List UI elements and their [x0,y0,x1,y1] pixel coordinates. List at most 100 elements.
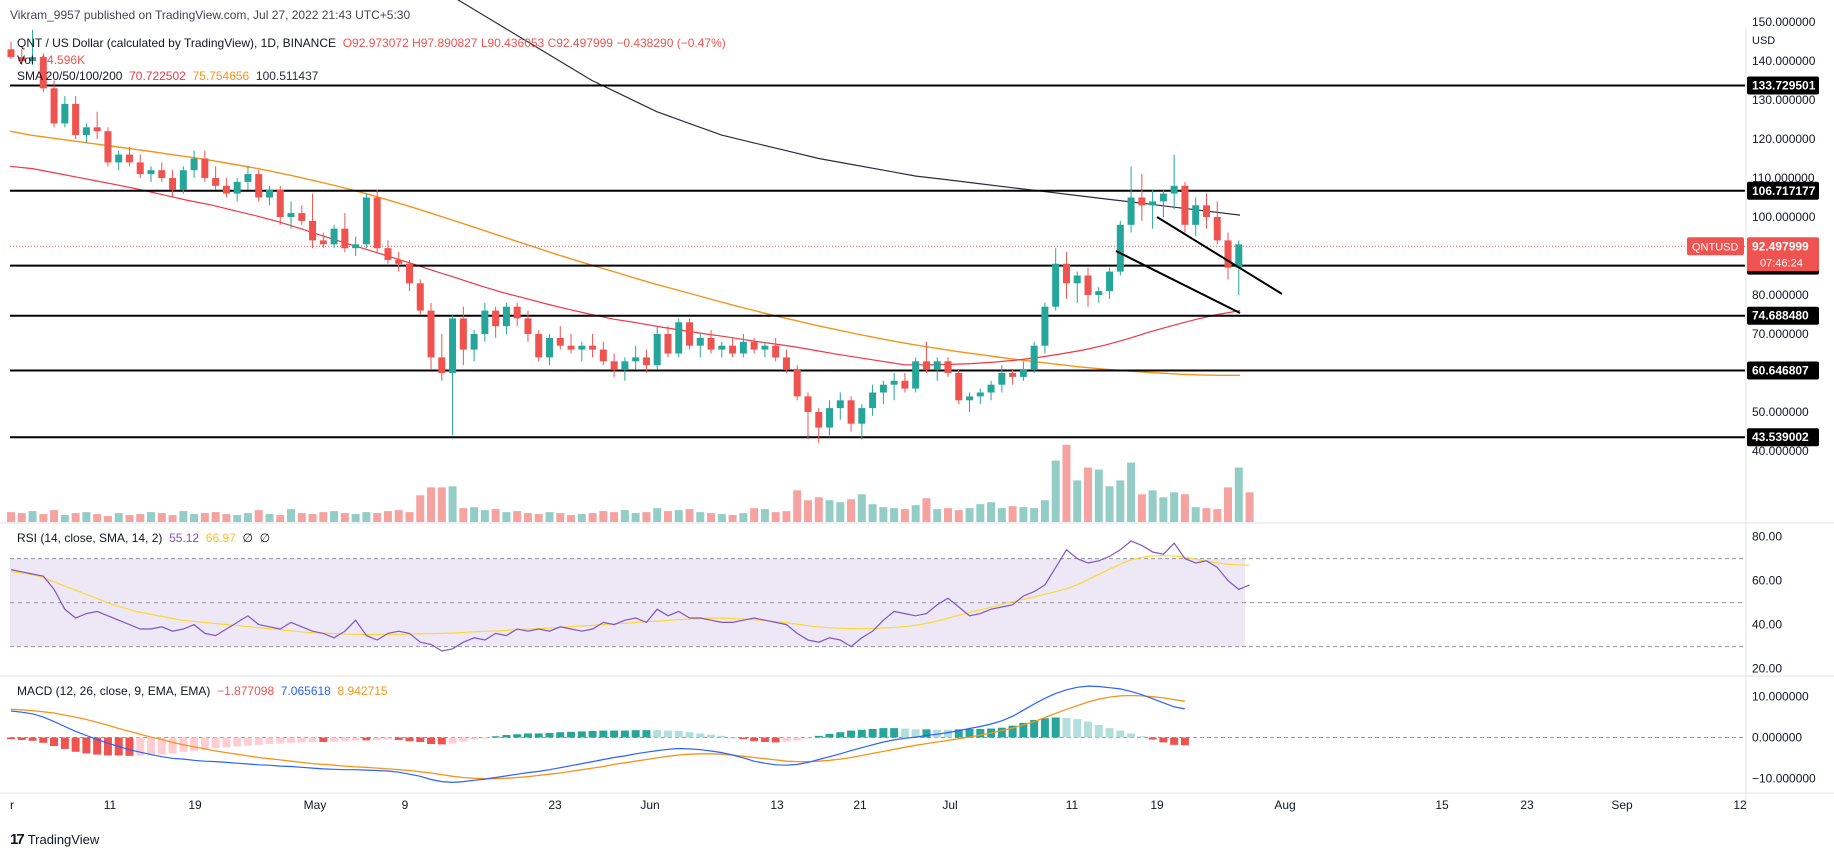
candle-body [739,341,747,354]
level-badge-label: 43.539002 [1752,430,1809,444]
level-badge-label: 133.729501 [1752,78,1816,92]
level-badge [1747,306,1819,325]
volume-bar [610,512,619,522]
volume-bar [1008,506,1017,522]
macd-hist-bar [760,737,769,742]
volume-bar [674,510,683,522]
candle-body [1030,345,1038,370]
macd-hist-bar [717,735,726,738]
volume-legend: Vol 14.596K [17,53,85,67]
rsi-empty-1: ∅ [242,531,253,545]
volume-bar [200,513,209,522]
volume-bar [642,512,651,522]
candle-body [987,384,995,393]
candle-body [707,337,715,350]
tradingview-brand[interactable]: 17 TradingView [10,831,99,848]
price-tick-label: 140.000000 [1752,54,1816,68]
macd-hist-bar [383,737,392,740]
volume-bar [459,508,468,522]
last-price-label: 92.497999 [1752,239,1809,253]
x-tick-label: r [10,798,14,812]
volume-bar [7,512,15,522]
symbol-badge-label: QNTUSD [1692,241,1739,253]
volume-bar [556,513,565,522]
macd-hist-bar [653,730,662,738]
candle-body [696,337,704,346]
volume-bar [879,507,888,522]
candle-body [546,337,553,358]
level-badge [1747,428,1819,447]
macd-hist-bar [567,731,576,738]
volume-bar [1084,467,1092,522]
volume-bar [599,511,608,522]
x-tick-label: 23 [1520,798,1534,812]
macd-hist-bar [1137,736,1146,738]
macd-hist-bar [836,732,845,738]
candle-body [125,154,133,163]
countdown-label: 07:46:24 [1760,257,1803,269]
candle-body [1062,263,1070,284]
macd-hist-bar [147,737,156,756]
volume-bar [513,511,522,522]
x-tick-label: Jun [640,798,659,812]
candle-body [330,228,338,245]
volume-bar [427,487,436,522]
macd-hist-bar [340,737,349,742]
macd-hist-bar [1051,717,1060,738]
volume-bar [243,513,252,522]
candle-body [1019,369,1027,377]
candle-body [976,392,984,397]
volume-bar [254,510,263,522]
macd-hist-bar [1170,737,1179,745]
candle-body [1181,185,1189,225]
volume-bar [954,510,963,522]
macd-line [10,685,1186,784]
level-badge [1747,76,1819,95]
candle-body [492,310,500,327]
macd-hist-bar [1062,717,1071,738]
macd-hist-bar [513,734,522,738]
sma200-value: 100.511437 [255,69,319,83]
macd-hist-bar [103,737,112,756]
candle-body [675,322,683,354]
macd-hist-bar [491,736,500,738]
symbol-line: QNT / US Dollar (calculated by TradingVi… [17,36,726,50]
candle-body [459,318,467,350]
candle-body [449,318,457,373]
macd-hist-bar [470,737,479,740]
volume-bar [405,512,414,522]
candle-body [61,103,69,124]
candle-body [82,127,90,136]
level-badge [1747,181,1819,200]
macd-hist-bar [696,733,705,738]
candle-body [1084,275,1092,295]
candle-body [589,345,597,350]
volume-bar [394,510,403,522]
macd-hist-bar [373,737,382,740]
candle-body [879,384,887,393]
macd-hist-bar [125,737,134,756]
macd-hist-bar [211,737,220,749]
volume-bar [437,487,446,522]
macd-hist-bar [168,737,177,754]
volume-bar [922,498,931,522]
macd-hist-bar [825,733,834,738]
volume-bar [502,512,511,522]
volume-bar [136,514,145,522]
candle-body [567,345,575,350]
volume-bar [340,513,349,522]
sma-legend: SMA 20/50/100/200 70.722502 75.754656 10… [17,69,318,83]
macd-hist-bar [922,729,931,738]
candle-body [50,88,58,124]
price-tick-label: 130.000000 [1752,93,1816,107]
brand-label: TradingView [27,832,100,847]
macd-hist-bar [890,728,899,738]
volume-bar [760,509,769,522]
macd-hist-bar [782,737,791,742]
volume-bar [933,509,942,522]
candle-body [836,400,844,409]
volume-bar [997,508,1006,522]
macd-hist-bar [437,737,446,745]
macd-hist-bar [71,737,80,752]
